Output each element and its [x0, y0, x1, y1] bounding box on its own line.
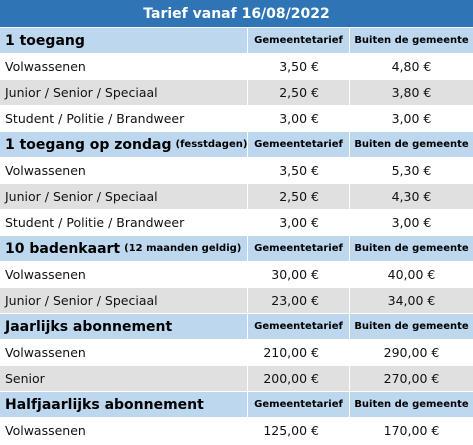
price-cell: 30,00 € — [248, 262, 350, 287]
column-header: Gemeentetarief — [248, 392, 350, 417]
row-label: Student / Politie / Brandweer — [0, 210, 248, 235]
table-row: Volwassenen 3,50 € 5,30 € — [0, 158, 473, 184]
row-label: Volwassenen — [0, 158, 248, 183]
table-row: Student / Politie / Brandweer 3,00 €3,00 … — [0, 106, 473, 132]
column-header: Buiten de gemeente — [354, 399, 469, 410]
column-header: Buiten de gemeente — [354, 139, 469, 150]
price-cell: 3,50 € — [248, 158, 350, 183]
column-header: Gemeentetarief — [248, 314, 350, 339]
row-label: Junior / Senior / Speciaal — [0, 288, 248, 313]
price-cell: 3,00 € — [248, 210, 350, 235]
section-title-cell: 1 toegang op zondag (fesstdagen) — [0, 132, 248, 157]
price-cell: 200,00 € — [248, 366, 350, 391]
section-title: 10 badenkaart — [5, 240, 121, 257]
section-header: Halfjaarlijks abonnement Gemeentetarief Bu… — [0, 392, 473, 418]
row-label: Volwassenen — [0, 54, 248, 79]
column-header: Buiten de gemeente — [354, 243, 469, 254]
price-cell: 2,50 € — [248, 184, 350, 209]
price-cell: 3,50 € — [248, 54, 350, 79]
section-note: (12 maanden geldig) — [124, 243, 242, 254]
section-note: (fesstdagen) — [175, 139, 248, 150]
section-header: 1 toegang Gemeentetarief Buiten de gemeent… — [0, 28, 473, 54]
column-header: Gemeentetarief — [248, 236, 350, 261]
row-label: Volwassenen — [0, 418, 248, 443]
section-title: Jaarlijks abonnement — [5, 318, 173, 335]
price-cell: 4,80 € — [391, 59, 432, 74]
section-title-cell: 1 toegang — [0, 28, 248, 53]
price-cell: 3,00 € — [391, 111, 432, 126]
table-row: Junior / Senior / Speciaal 2,50 € 3,80 € — [0, 80, 473, 106]
table-row: Volwassenen 30,00 € 40,00 € — [0, 262, 473, 288]
price-cell: 3,80 € — [391, 85, 432, 100]
row-label: Junior / Senior / Speciaal — [0, 184, 248, 209]
section-header: 10 badenkaart (12 maanden geldig) Gemeente… — [0, 236, 473, 262]
column-header: Buiten de gemeente — [354, 35, 469, 46]
table-row: Volwassenen 3,50 € 4,80 € — [0, 54, 473, 80]
table-row: Volwassenen 210,00 € 290,00 € — [0, 340, 473, 366]
table-row: Junior / Senior / Speciaal 23,00 € 34,00 € — [0, 288, 473, 314]
row-label: Student / Politie / Brandweer — [0, 106, 248, 131]
section-title-cell: Halfjaarlijks abonnement — [0, 392, 248, 417]
table-row: Senior 200,00 € 270,00 € — [0, 366, 473, 392]
row-label: Volwassenen — [0, 340, 248, 365]
section-header: 1 toegang op zondag (fesstdagen) Gemeentet… — [0, 132, 473, 158]
price-cell: 125,00 € — [248, 418, 350, 443]
column-header: Gemeentetarief — [248, 28, 350, 53]
price-cell: 3,00 € — [248, 106, 350, 131]
column-header: Buiten de gemeente — [354, 321, 469, 332]
price-cell: 3,00 € — [391, 215, 432, 230]
price-cell: 4,30 € — [391, 189, 432, 204]
section-title-cell: Jaarlijks abonnement — [0, 314, 248, 339]
price-cell: 210,00 € — [248, 340, 350, 365]
price-cell: 290,00 € — [383, 345, 440, 360]
price-cell: 2,50 € — [248, 80, 350, 105]
table-row: Volwassenen 125,00 € 170,00 € — [0, 418, 473, 444]
section-title-cell: 10 badenkaart (12 maanden geldig) — [0, 236, 248, 261]
section-title: 1 toegang op zondag — [5, 136, 172, 153]
price-cell: 270,00 € — [383, 371, 440, 386]
section-header: Jaarlijks abonnement Gemeentetarief Buiten… — [0, 314, 473, 340]
price-cell: 34,00 € — [387, 293, 436, 308]
price-cell: 5,30 € — [391, 163, 432, 178]
row-label: Junior / Senior / Speciaal — [0, 80, 248, 105]
price-cell: 40,00 € — [387, 267, 436, 282]
price-cell: 170,00 € — [383, 423, 440, 438]
section-title: Halfjaarlijks abonnement — [5, 396, 204, 413]
row-label: Senior — [0, 366, 248, 391]
column-header: Gemeentetarief — [248, 132, 350, 157]
row-label: Volwassenen — [0, 262, 248, 287]
table-title: Tarief vanaf 16/08/2022 — [0, 0, 473, 28]
table-row: Junior / Senior / Speciaal 2,50 € 4,30 € — [0, 184, 473, 210]
table-row: Student / Politie / Brandweer 3,00 €3,00 … — [0, 210, 473, 236]
section-title: 1 toegang — [5, 32, 85, 49]
price-cell: 23,00 € — [248, 288, 350, 313]
